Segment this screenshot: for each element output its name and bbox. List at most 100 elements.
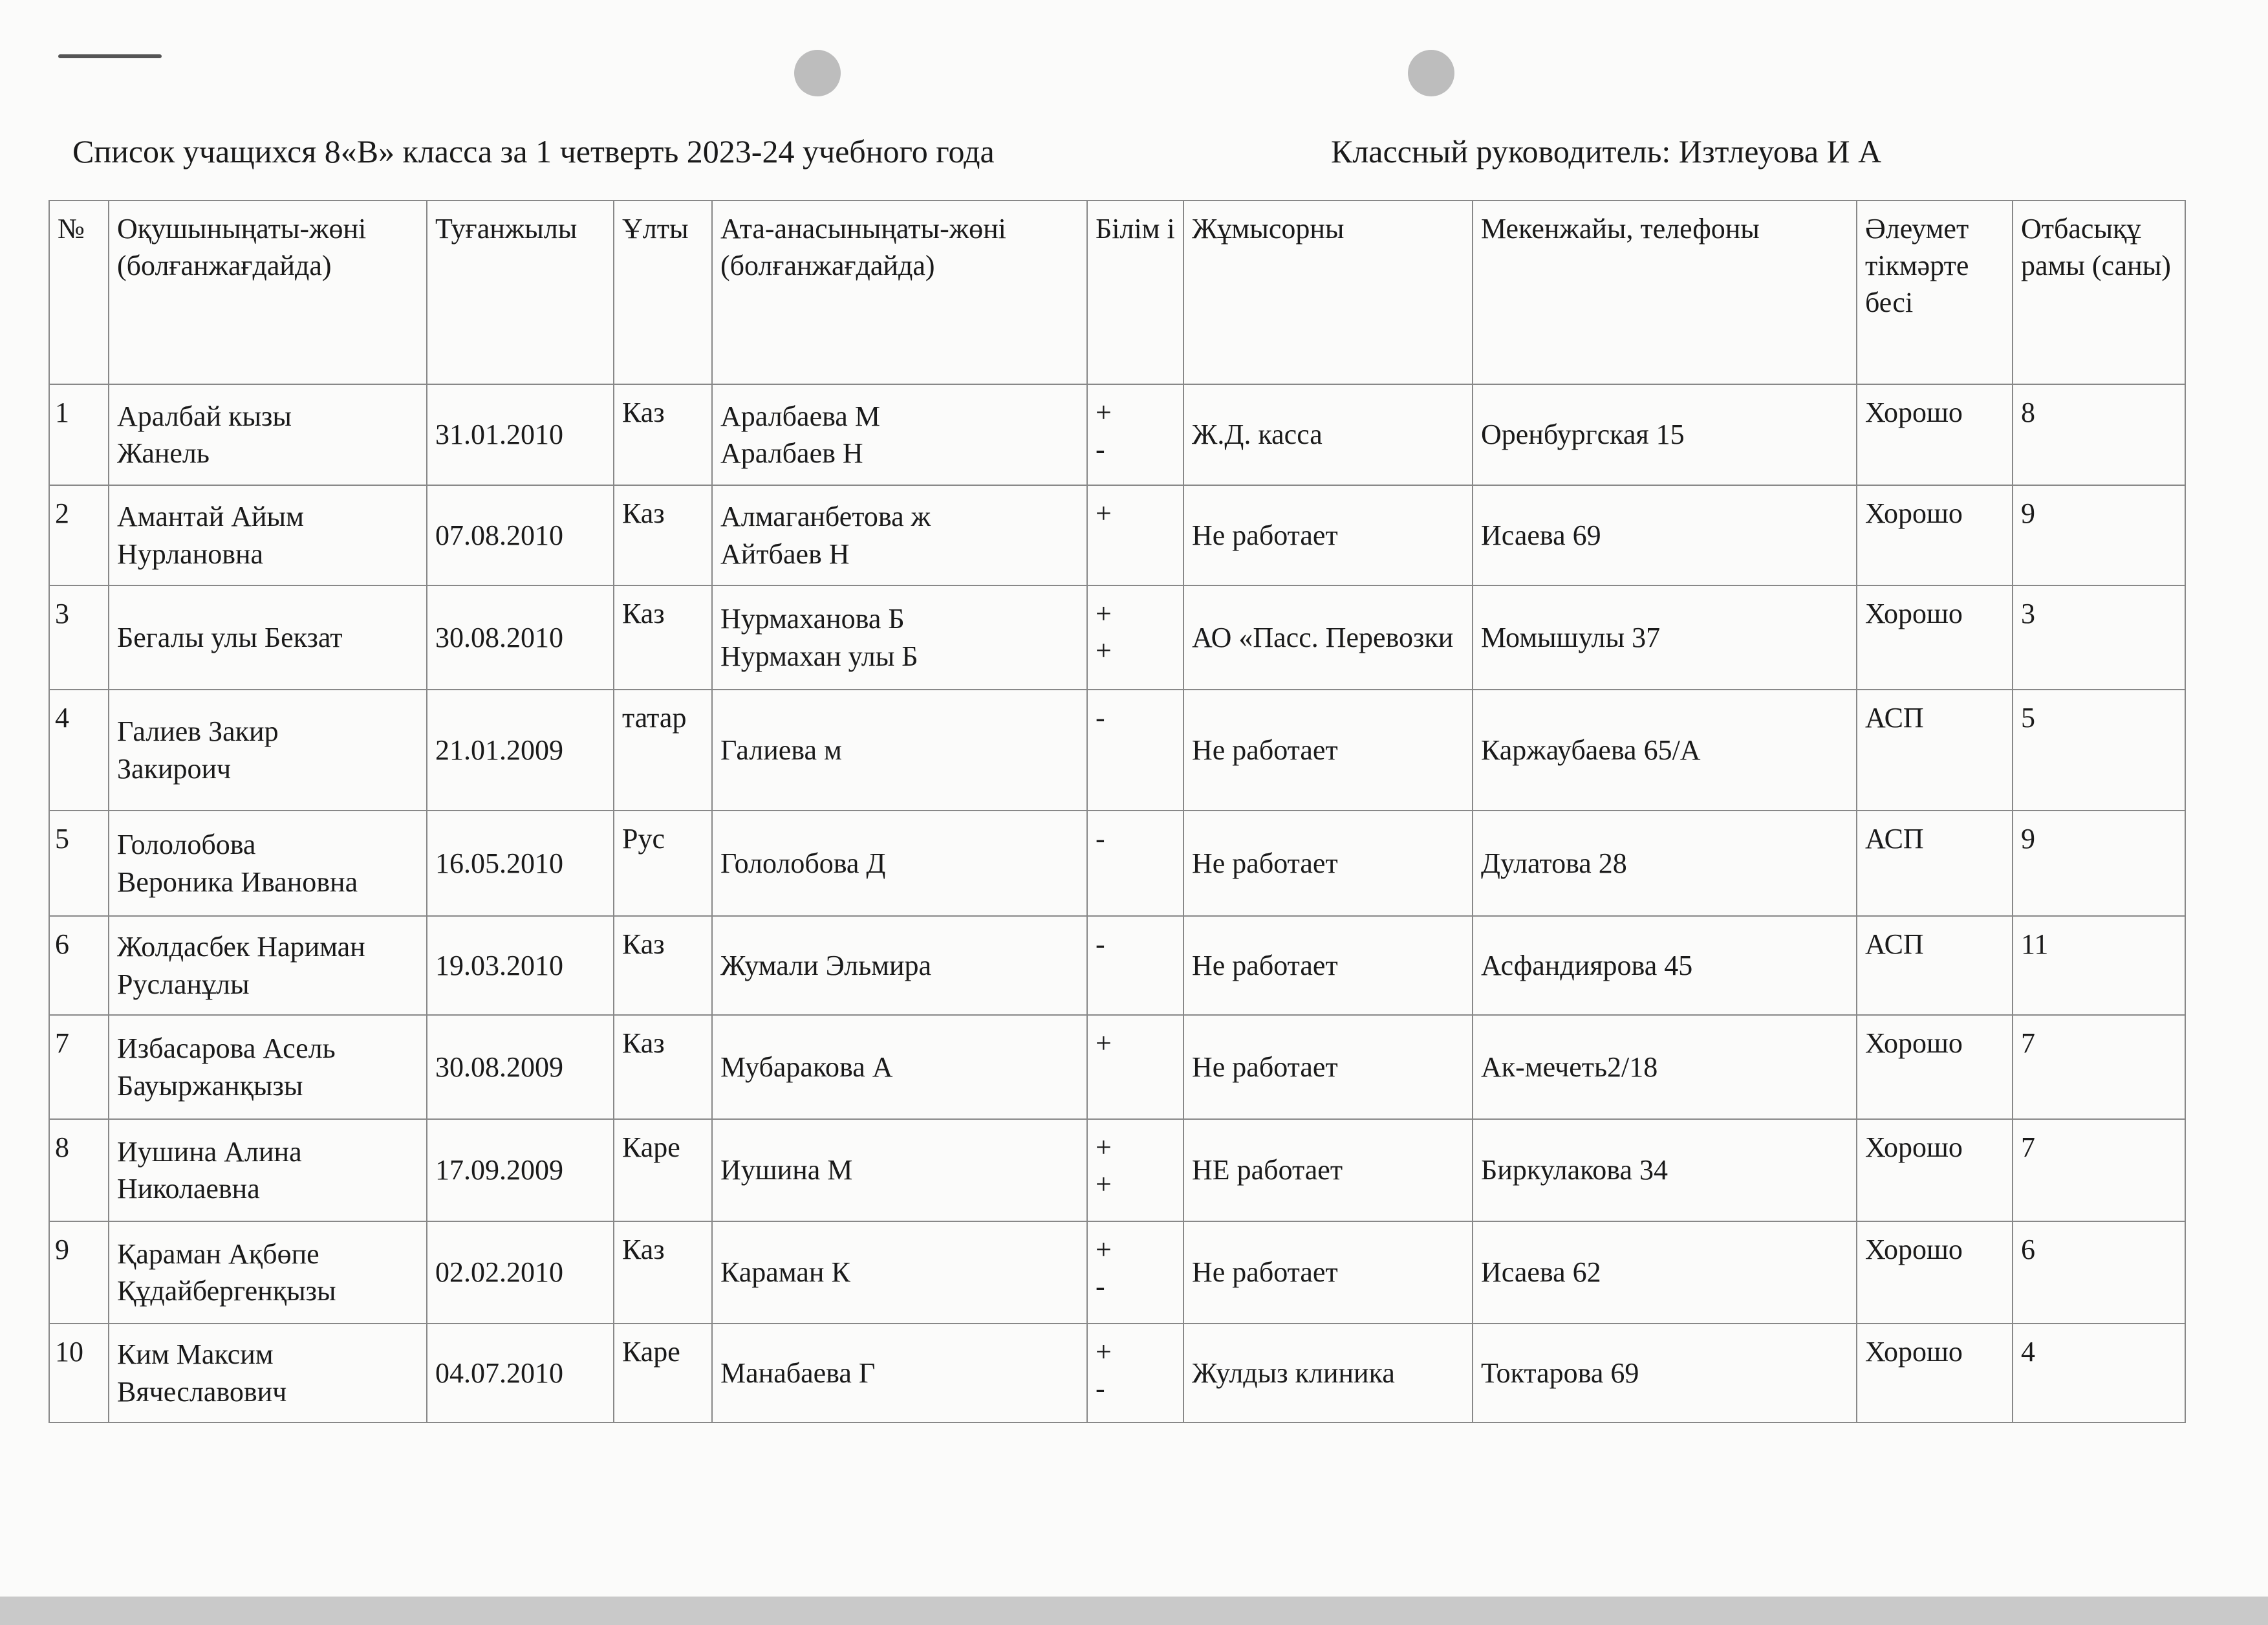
name-line: Вероника Ивановна (117, 866, 358, 898)
table-row: 1 Аралбай кызы Жанель 31.01.2010 Каз Аралбаев… (49, 384, 2186, 486)
header-social: Әлеумет тікмәрте бесі (1856, 200, 2013, 385)
cell-parents: Мубаракова А (711, 1014, 1088, 1120)
cell-address: Момышулы 37 (1472, 585, 1857, 690)
cell-work: Не работает (1183, 689, 1473, 811)
cell-social: Хорошо (1856, 1014, 2013, 1120)
name-line: Қараман Ақбөпе (117, 1238, 319, 1270)
scan-mark (58, 54, 162, 58)
cell-family: 11 (2012, 915, 2186, 1016)
cell-address: Ак-мечеть2/18 (1472, 1014, 1857, 1120)
education-line: + (1096, 1131, 1112, 1163)
name-line: Бауыржанқызы (117, 1069, 303, 1102)
header-parents: Ата-анасыныңаты-жөні (болғанжағдайда) (711, 200, 1088, 385)
cell-address: Асфандиярова 45 (1472, 915, 1857, 1016)
header-num: № (49, 200, 109, 385)
scan-edge (0, 1597, 2268, 1625)
cell-education: - (1086, 915, 1184, 1016)
header-address: Мекенжайы, телефоны (1472, 200, 1857, 385)
table-row: 6 Жолдасбек Нариман Русланұлы 19.03.2010 Каз… (49, 915, 2186, 1016)
header-education: Білім і (1086, 200, 1184, 385)
table-row: 2 Амантай Айым Нурлановна 07.08.2010 Каз Алма… (49, 485, 2186, 586)
header-row: № Оқушыныңаты-жөні (болғанжағдайда) Туға… (49, 200, 2186, 385)
cell-social: Хорошо (1856, 585, 2013, 690)
education-line: - (1096, 1373, 1105, 1405)
education-line: - (1096, 433, 1105, 466)
parents-line: Жумали Эльмира (720, 949, 932, 981)
cell-nation: Каре (613, 1323, 713, 1423)
cell-family: 6 (2012, 1221, 2186, 1324)
education-line: + (1096, 635, 1112, 667)
cell-family: 7 (2012, 1014, 2186, 1120)
parents-line: Аралбаев Н (720, 437, 863, 469)
cell-education: + (1086, 485, 1184, 586)
cell-education: - (1086, 810, 1184, 917)
cell-education: + + (1086, 585, 1184, 690)
name-line: Бегалы улы Бекзат (117, 621, 343, 653)
name-line: Құдайбергенқызы (117, 1275, 336, 1307)
education-line: + (1096, 497, 1112, 529)
education-line: - (1096, 823, 1105, 855)
parents-line: Нурмахан улы Б (720, 640, 918, 672)
cell-birth: 30.08.2010 (426, 585, 614, 690)
cell-education: + + (1086, 1118, 1184, 1222)
parents-line: Гололобова Д (720, 847, 886, 879)
cell-address: Токтарова 69 (1472, 1323, 1857, 1423)
cell-family: 5 (2012, 689, 2186, 811)
cell-name: Қараман Ақбөпе Құдайбергенқызы (108, 1221, 427, 1324)
parents-line: Мубаракова А (720, 1051, 893, 1083)
cell-work: Не работает (1183, 1221, 1473, 1324)
cell-address: Исаева 69 (1472, 485, 1857, 586)
name-line: Вячеславович (117, 1375, 287, 1408)
cell-parents: Караман К (711, 1221, 1088, 1324)
cell-work: НЕ работает (1183, 1118, 1473, 1222)
name-line: Галиев Закир (117, 715, 279, 748)
cell-social: АСП (1856, 810, 2013, 917)
cell-num: 2 (49, 485, 109, 586)
name-line: Амантай Айым (117, 501, 304, 533)
cell-num: 4 (49, 689, 109, 811)
cell-nation: Каре (613, 1118, 713, 1222)
cell-name: Аралбай кызы Жанель (108, 384, 427, 486)
header-birth: Туғанжылы (426, 200, 614, 385)
parents-line: Иушина М (720, 1154, 853, 1186)
punch-hole (794, 50, 841, 96)
table-row: 4 Галиев Закир Закирoич 21.01.2009 татар Гали… (49, 689, 2186, 811)
cell-num: 10 (49, 1323, 109, 1423)
cell-parents: Аралбаева М Аралбаев Н (711, 384, 1088, 486)
cell-num: 6 (49, 915, 109, 1016)
education-line: + (1096, 397, 1112, 428)
education-line: + (1096, 1336, 1112, 1368)
name-line: Аралбай кызы (117, 400, 292, 432)
cell-education: + - (1086, 1221, 1184, 1324)
parents-line: Алмаганбетова ж (720, 501, 931, 533)
cell-birth: 02.02.2010 (426, 1221, 614, 1324)
cell-name: Галиев Закир Закирoич (108, 689, 427, 811)
header-family: Отбасықұ рамы (саны) (2012, 200, 2186, 385)
parents-line: Караман К (720, 1256, 850, 1289)
cell-family: 7 (2012, 1118, 2186, 1222)
name-line: Ким Максим (117, 1338, 274, 1371)
name-line: Избасарова Асель (117, 1032, 336, 1065)
name-line: Николаевна (117, 1173, 260, 1205)
cell-family: 8 (2012, 384, 2186, 486)
cell-social: Хорошо (1856, 384, 2013, 486)
table-row: 9 Қараман Ақбөпе Құдайбергенқызы 02.02.2010… (49, 1221, 2186, 1324)
education-line: - (1096, 1271, 1105, 1303)
class-teacher: Классный руководитель: Изтлеуова И А (1331, 133, 1882, 169)
table-row: 10 Ким Максим Вячеславович 04.07.2010 Каре Ма… (49, 1323, 2186, 1423)
cell-parents: Алмаганбетова ж Айтбаев Н (711, 485, 1088, 586)
name-line: Жолдасбек Нариман (117, 931, 365, 963)
table-row: 3 Бегалы улы Бекзат 30.08.2010 Каз Нурмахано… (49, 585, 2186, 690)
cell-num: 5 (49, 810, 109, 917)
cell-birth: 07.08.2010 (426, 485, 614, 586)
cell-education: - (1086, 689, 1184, 811)
cell-social: АСП (1856, 689, 2013, 811)
cell-family: 9 (2012, 810, 2186, 917)
cell-name: Жолдасбек Нариман Русланұлы (108, 915, 427, 1016)
cell-birth: 21.01.2009 (426, 689, 614, 811)
table-row: 5 Гололобова Вероника Ивановна 16.05.2010 Ру… (49, 810, 2186, 917)
cell-social: Хорошо (1856, 1323, 2013, 1423)
header-nation: Ұлты (613, 200, 713, 385)
parents-line: Айтбаев Н (720, 538, 850, 570)
cell-name: Иушина Алина Николаевна (108, 1118, 427, 1222)
